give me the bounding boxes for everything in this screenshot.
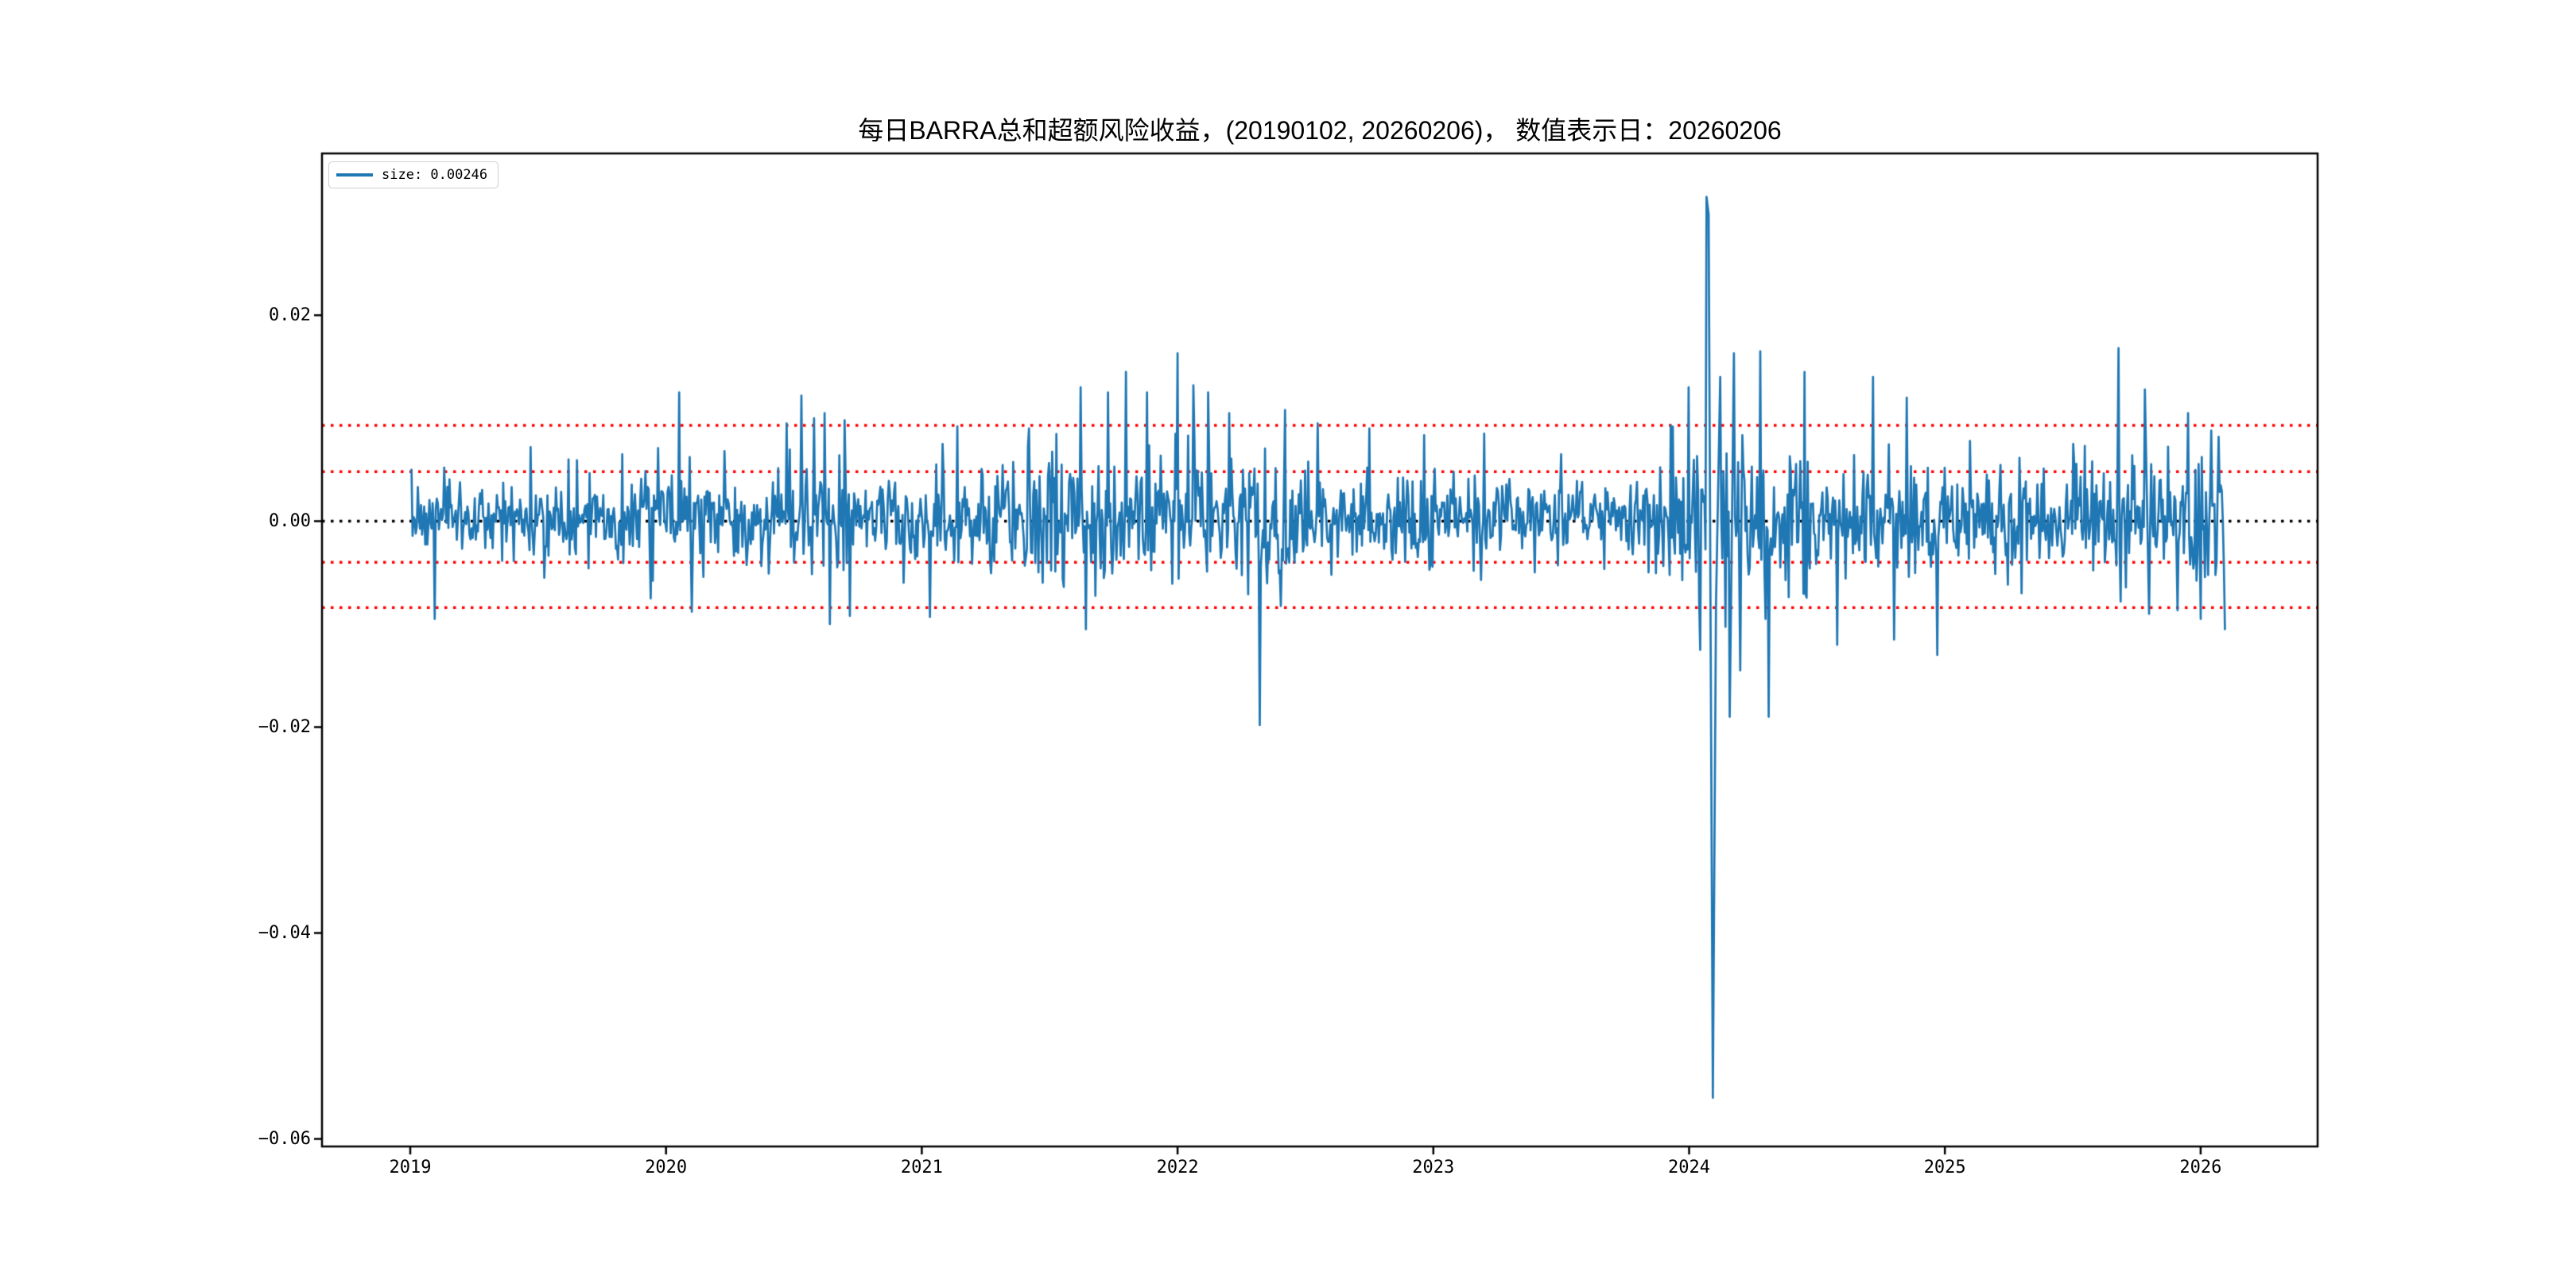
y-tick-label: −0.06: [258, 1128, 311, 1149]
x-tick-label: 2019: [389, 1158, 432, 1177]
chart-title: 每日BARRA总和超额风险收益，(20190102, 20260206)， 数值…: [858, 116, 1782, 145]
legend-line-swatch: [336, 173, 373, 177]
x-tick-label: 2023: [1412, 1158, 1455, 1177]
x-tick-label: 2022: [1156, 1158, 1199, 1177]
x-tick-label: 2021: [900, 1158, 943, 1177]
legend: size: 0.00246: [328, 161, 499, 188]
x-tick-label: 2025: [1923, 1158, 1966, 1177]
x-tick-label: 2024: [1668, 1158, 1710, 1177]
x-tick-label: 2020: [645, 1158, 688, 1177]
x-tick-label: 2026: [2179, 1158, 2222, 1177]
y-tick-label: −0.04: [258, 922, 311, 943]
y-tick-label: 0.02: [269, 305, 311, 325]
y-tick-label: −0.02: [258, 716, 311, 737]
y-tick-label: 0.00: [269, 510, 311, 531]
legend-label: size: 0.00246: [382, 167, 488, 183]
